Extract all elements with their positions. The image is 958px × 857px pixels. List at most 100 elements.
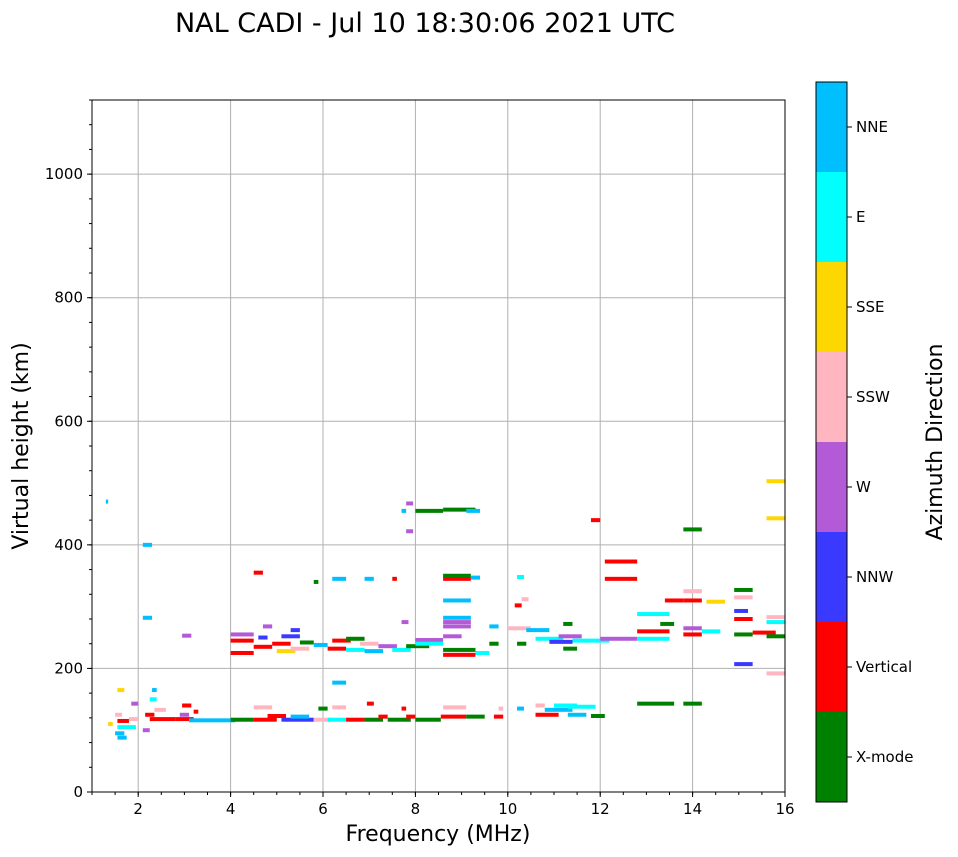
echo-trace bbox=[517, 574, 524, 579]
colorbar-tick-label: E bbox=[856, 208, 865, 226]
echo-trace bbox=[489, 624, 499, 629]
echo-trace bbox=[281, 634, 300, 639]
echo-trace bbox=[493, 714, 504, 719]
echo-trace bbox=[378, 644, 397, 649]
echo-trace bbox=[253, 570, 263, 575]
echo-trace bbox=[290, 628, 300, 633]
echo-trace bbox=[318, 706, 328, 711]
colorbar-tick-label: W bbox=[856, 478, 871, 496]
echo-trace bbox=[572, 638, 610, 643]
x-tick-label: 16 bbox=[775, 800, 794, 818]
echo-trace bbox=[766, 516, 785, 521]
echo-trace bbox=[443, 576, 471, 581]
colorbar-tick-label: NNE bbox=[856, 118, 888, 136]
echo-trace bbox=[498, 706, 504, 711]
echo-trace bbox=[734, 632, 753, 637]
echo-trace bbox=[466, 508, 481, 513]
echo-trace bbox=[563, 621, 573, 626]
echo-trace bbox=[332, 576, 347, 581]
echo-trace bbox=[364, 717, 384, 722]
echo-trace bbox=[567, 704, 596, 709]
echo-trace bbox=[443, 652, 476, 657]
echo-trace bbox=[507, 626, 531, 631]
echo-trace bbox=[281, 717, 314, 722]
echo-trace bbox=[734, 608, 749, 613]
echo-trace bbox=[115, 731, 125, 736]
echo-trace bbox=[604, 576, 638, 581]
echo-trace bbox=[193, 709, 199, 714]
echo-trace bbox=[142, 542, 153, 547]
echo-trace bbox=[189, 718, 236, 723]
echo-trace bbox=[313, 579, 319, 584]
echo-trace bbox=[149, 717, 176, 722]
echo-trace bbox=[734, 595, 753, 600]
echo-trace bbox=[313, 642, 328, 647]
colorbar-swatch bbox=[816, 442, 847, 532]
colorbar-tick-label: NNW bbox=[856, 568, 893, 586]
echo-trace bbox=[346, 717, 365, 722]
echo-trace bbox=[290, 646, 310, 651]
echo-trace bbox=[443, 573, 471, 578]
echo-trace bbox=[327, 717, 347, 722]
echo-trace bbox=[332, 680, 347, 685]
echo-trace bbox=[392, 647, 411, 652]
echo-trace bbox=[440, 714, 467, 719]
echo-trace bbox=[549, 639, 573, 644]
y-tick-label: 600 bbox=[54, 412, 83, 430]
echo-trace bbox=[175, 717, 194, 722]
echo-trace bbox=[600, 636, 638, 641]
echo-trace bbox=[253, 705, 273, 710]
echo-trace bbox=[637, 612, 670, 617]
echo-trace bbox=[346, 647, 365, 652]
echo-trace bbox=[387, 717, 411, 722]
echo-trace bbox=[590, 518, 601, 523]
echo-trace bbox=[117, 688, 125, 693]
echo-trace bbox=[734, 662, 753, 667]
echo-trace bbox=[664, 598, 684, 603]
grid bbox=[92, 100, 786, 793]
echo-trace bbox=[115, 712, 123, 717]
echo-trace bbox=[182, 633, 192, 638]
echo-trace bbox=[332, 705, 347, 710]
echo-trace bbox=[406, 714, 416, 719]
y-tick-label: 800 bbox=[54, 289, 83, 307]
echo-trace bbox=[332, 638, 351, 643]
echo-trace bbox=[267, 714, 287, 719]
y-tick-label: 0 bbox=[73, 783, 83, 801]
x-axis: 2 4 6 8 10 12 14 16 bbox=[91, 792, 795, 818]
echo-trace bbox=[346, 636, 365, 641]
colorbar-swatch bbox=[816, 712, 847, 802]
plot-frame bbox=[91, 99, 786, 793]
echo-trace bbox=[401, 508, 407, 513]
colorbar-frame bbox=[815, 81, 848, 803]
x-tick-label: 14 bbox=[683, 800, 702, 818]
echo-trace bbox=[475, 650, 490, 655]
echo-trace bbox=[258, 635, 268, 640]
colorbar-swatch bbox=[816, 172, 847, 262]
echo-trace bbox=[752, 630, 776, 635]
echo-trace bbox=[517, 641, 527, 646]
echo-trace bbox=[443, 615, 471, 620]
echo-trace bbox=[415, 641, 444, 646]
echo-trace bbox=[683, 527, 702, 532]
echo-trace bbox=[230, 632, 254, 637]
echo-trace bbox=[152, 688, 157, 693]
echo-trace bbox=[443, 624, 471, 629]
x-tick-label: 10 bbox=[498, 800, 517, 818]
echo-trace bbox=[272, 641, 291, 646]
echo-trace bbox=[253, 717, 277, 722]
echo-trace bbox=[443, 620, 471, 625]
echo-trace bbox=[401, 620, 409, 625]
echo-trace bbox=[514, 603, 522, 608]
echo-trace bbox=[313, 717, 333, 722]
y-tick-label: 400 bbox=[54, 536, 83, 554]
echo-trace bbox=[364, 576, 374, 581]
echo-trace bbox=[401, 706, 407, 711]
echo-trace bbox=[230, 650, 254, 655]
echo-trace bbox=[683, 632, 702, 637]
echo-trace bbox=[364, 649, 384, 654]
echo-trace bbox=[327, 646, 347, 651]
echo-trace bbox=[128, 717, 139, 722]
echo-trace bbox=[406, 501, 414, 506]
